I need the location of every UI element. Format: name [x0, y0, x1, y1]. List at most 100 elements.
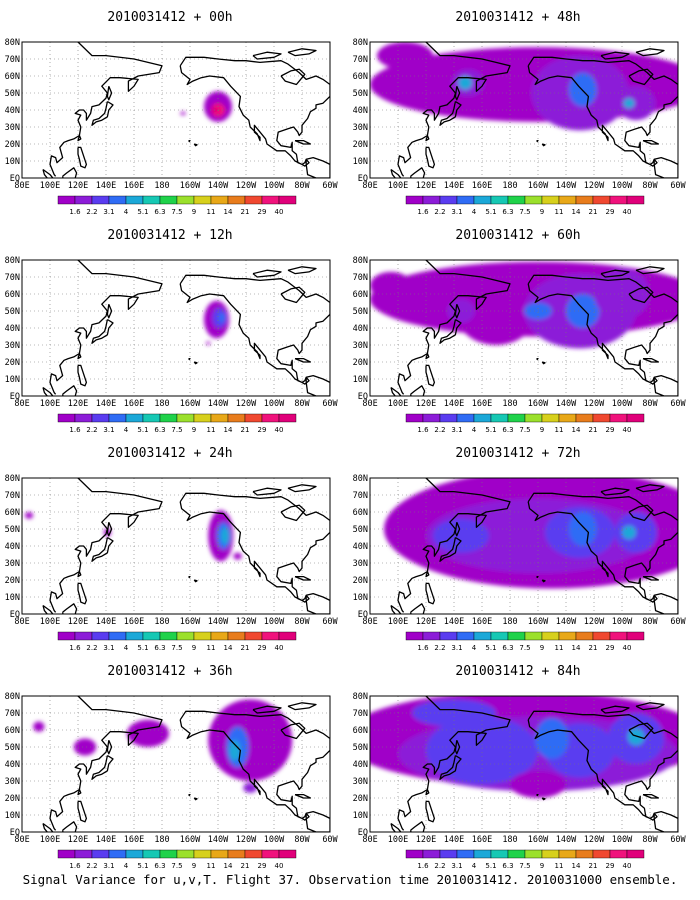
lon-tick-label: 100E	[388, 617, 408, 627]
colorbar-label: 4	[124, 208, 129, 216]
forecast-panel: 2010031412 + 00h 80N 70N 60N 50N 40N 30N 20N 10N…	[0, 10, 340, 225]
lon-tick-label: 140W	[208, 835, 229, 845]
colorbar-label: 9	[540, 208, 544, 216]
colorbar: 1.6 2.2 3.1 4 5.1 6.3 7.5 9 11 14 21 29 40	[405, 413, 645, 434]
lon-tick-label: 120W	[584, 181, 605, 191]
forecast-panel: 2010031412 + 36h 80N 70N 60N 50N 40N 30N 20N 10N…	[0, 664, 340, 879]
colorbar-label: 5.1	[137, 862, 148, 870]
panel-title: 2010031412 + 60h	[455, 228, 581, 243]
lat-tick-label: 80N	[5, 38, 20, 48]
lat-tick-label: 50N	[5, 89, 20, 99]
colorbar-swatch	[57, 849, 76, 859]
colorbar-label: 14	[224, 862, 233, 870]
lon-tick-label: 120E	[68, 617, 88, 627]
lon-tick-label: 60W	[322, 617, 338, 627]
lon-tick-label: 80W	[294, 181, 310, 191]
lon-tick-label: 140W	[556, 617, 577, 627]
colorbar-swatch	[575, 631, 594, 641]
lat-tick-label: 60N	[353, 290, 368, 300]
colorbar-label: 7.5	[171, 208, 182, 216]
colorbar-swatch	[159, 631, 178, 641]
colorbar-label: 6.3	[502, 426, 513, 434]
colorbar-label: 5.1	[137, 644, 148, 652]
lat-tick-label: 20N	[5, 576, 20, 586]
colorbar: 1.6 2.2 3.1 4 5.1 6.3 7.5 9 11 14 21 29 40	[57, 849, 297, 870]
lon-tick-label: 80W	[294, 399, 310, 409]
colorbar-swatch	[422, 631, 441, 641]
lat-tick-label: 70N	[5, 709, 20, 719]
colorbar-label: 9	[540, 426, 544, 434]
lat-tick-label: 70N	[353, 709, 368, 719]
colorbar-swatch	[193, 631, 212, 641]
lat-tick-label: 80N	[5, 474, 20, 484]
colorbar-label: 14	[572, 426, 581, 434]
colorbar-label: 40	[275, 644, 284, 652]
colorbar-swatch	[227, 631, 246, 641]
colorbar-swatch	[244, 849, 263, 859]
colorbar-swatch	[278, 195, 297, 205]
colorbar-label: 40	[623, 862, 632, 870]
variance-shading	[180, 91, 232, 122]
lat-tick-label: 60N	[353, 72, 368, 82]
colorbar-label: 40	[275, 862, 284, 870]
colorbar-label: 29	[606, 208, 615, 216]
colorbar-swatch	[422, 849, 441, 859]
colorbar-swatch	[507, 849, 526, 859]
colorbar-label: 4	[124, 426, 129, 434]
lat-tick-label: 50N	[5, 525, 20, 535]
lon-tick-label: 100E	[388, 181, 408, 191]
lat-tick-label: 50N	[353, 525, 368, 535]
colorbar-label: 2.2	[86, 862, 97, 870]
lat-tick-label: 60N	[5, 290, 20, 300]
colorbar-label: 21	[589, 644, 598, 652]
colorbar-swatch	[490, 631, 509, 641]
colorbar-swatch	[490, 413, 509, 423]
lon-tick-label: 160E	[472, 617, 492, 627]
lon-tick-label: 120E	[416, 399, 436, 409]
forecast-panel: 2010031412 + 12h 80N 70N 60N 50N 40N 30N 20N 10N…	[0, 228, 340, 443]
lat-tick-label: 70N	[353, 491, 368, 501]
colorbar-swatch	[541, 413, 560, 423]
lon-tick-label: 180	[502, 617, 517, 627]
colorbar-label: 1.6	[69, 208, 81, 216]
lon-tick-label: 140W	[556, 835, 577, 845]
colorbar-label: 4	[472, 208, 477, 216]
colorbar-label: 6.3	[502, 862, 513, 870]
lon-tick-label: 160E	[472, 181, 492, 191]
colorbar-swatch	[210, 849, 229, 859]
coastline	[42, 260, 330, 396]
lon-tick-label: 160E	[124, 835, 144, 845]
colorbar-label: 14	[572, 862, 581, 870]
colorbar-label: 2.2	[86, 644, 97, 652]
lat-tick-label: 60N	[353, 508, 368, 518]
colorbar-swatch	[626, 631, 645, 641]
lat-tick-label: 80N	[353, 256, 368, 266]
colorbar-swatch	[405, 195, 424, 205]
lon-tick-label: 160W	[180, 617, 201, 627]
lat-tick-label: EQ	[358, 610, 368, 620]
lat-tick-label: 60N	[5, 72, 20, 82]
colorbar-swatch	[193, 413, 212, 423]
colorbar-swatch	[456, 413, 475, 423]
lon-tick-label: 80E	[14, 181, 29, 191]
colorbar-swatch	[422, 413, 441, 423]
colorbar-label: 29	[258, 426, 267, 434]
lat-tick-label: 20N	[5, 794, 20, 804]
colorbar-swatch	[57, 195, 76, 205]
coastline	[42, 478, 330, 614]
colorbar-swatch	[592, 849, 611, 859]
colorbar-swatch	[558, 413, 577, 423]
colorbar: 1.6 2.2 3.1 4 5.1 6.3 7.5 9 11 14 21 29 40	[57, 195, 297, 216]
colorbar-label: 14	[572, 208, 581, 216]
lon-tick-label: 180	[154, 835, 169, 845]
lat-tick-label: 30N	[353, 777, 368, 787]
colorbar-label: 14	[224, 644, 233, 652]
colorbar-swatch	[592, 631, 611, 641]
lat-tick-label: 30N	[5, 341, 20, 351]
lat-tick-label: 70N	[5, 273, 20, 283]
colorbar-swatch	[541, 849, 560, 859]
lon-tick-label: 160W	[528, 181, 549, 191]
lon-tick-label: 120W	[236, 399, 257, 409]
lon-tick-label: 100W	[612, 835, 633, 845]
